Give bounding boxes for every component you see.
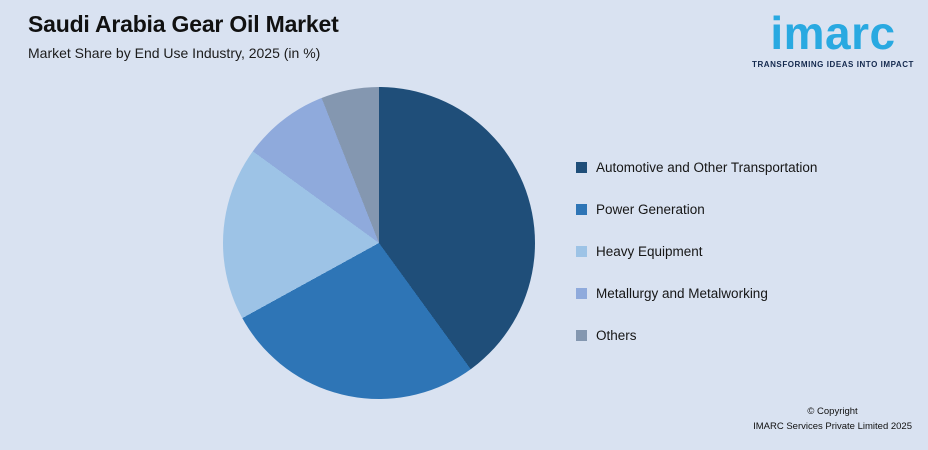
legend-item-heavy-equipment: Heavy Equipment	[576, 230, 817, 272]
legend-label: Heavy Equipment	[596, 243, 703, 259]
imarc-logo-wordmark: imarc	[770, 7, 896, 59]
legend-label: Power Generation	[596, 201, 705, 217]
legend-swatch-icon	[576, 287, 587, 299]
legend-swatch-icon	[576, 245, 587, 257]
pie-chart	[223, 87, 535, 399]
legend-item-automotive: Automotive and Other Transportation	[576, 146, 817, 188]
legend-swatch-icon	[576, 329, 587, 341]
legend-item-metallurgy: Metallurgy and Metalworking	[576, 272, 817, 314]
legend: Automotive and Other Transportation Powe…	[576, 146, 817, 356]
legend-swatch-icon	[576, 203, 587, 215]
copyright: © Copyright IMARC Services Private Limit…	[753, 404, 912, 435]
legend-item-others: Others	[576, 314, 817, 356]
copyright-line1: © Copyright	[807, 405, 858, 417]
header: Saudi Arabia Gear Oil Market Market Shar…	[28, 11, 339, 61]
legend-label: Others	[596, 327, 637, 343]
page-subtitle: Market Share by End Use Industry, 2025 (…	[28, 45, 321, 61]
imarc-logo-tagline: TRANSFORMING IDEAS INTO IMPACT	[752, 59, 914, 69]
legend-label: Automotive and Other Transportation	[596, 159, 818, 175]
imarc-logo: imarc TRANSFORMING IDEAS INTO IMPACT	[752, 4, 914, 69]
legend-item-power-generation: Power Generation	[576, 188, 817, 230]
legend-label: Metallurgy and Metalworking	[596, 285, 768, 301]
legend-swatch-icon	[576, 161, 587, 173]
page-title: Saudi Arabia Gear Oil Market	[28, 11, 339, 37]
copyright-line2: IMARC Services Private Limited 2025	[753, 421, 912, 433]
